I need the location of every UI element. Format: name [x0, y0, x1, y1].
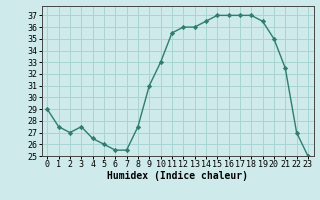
X-axis label: Humidex (Indice chaleur): Humidex (Indice chaleur) [107, 171, 248, 181]
